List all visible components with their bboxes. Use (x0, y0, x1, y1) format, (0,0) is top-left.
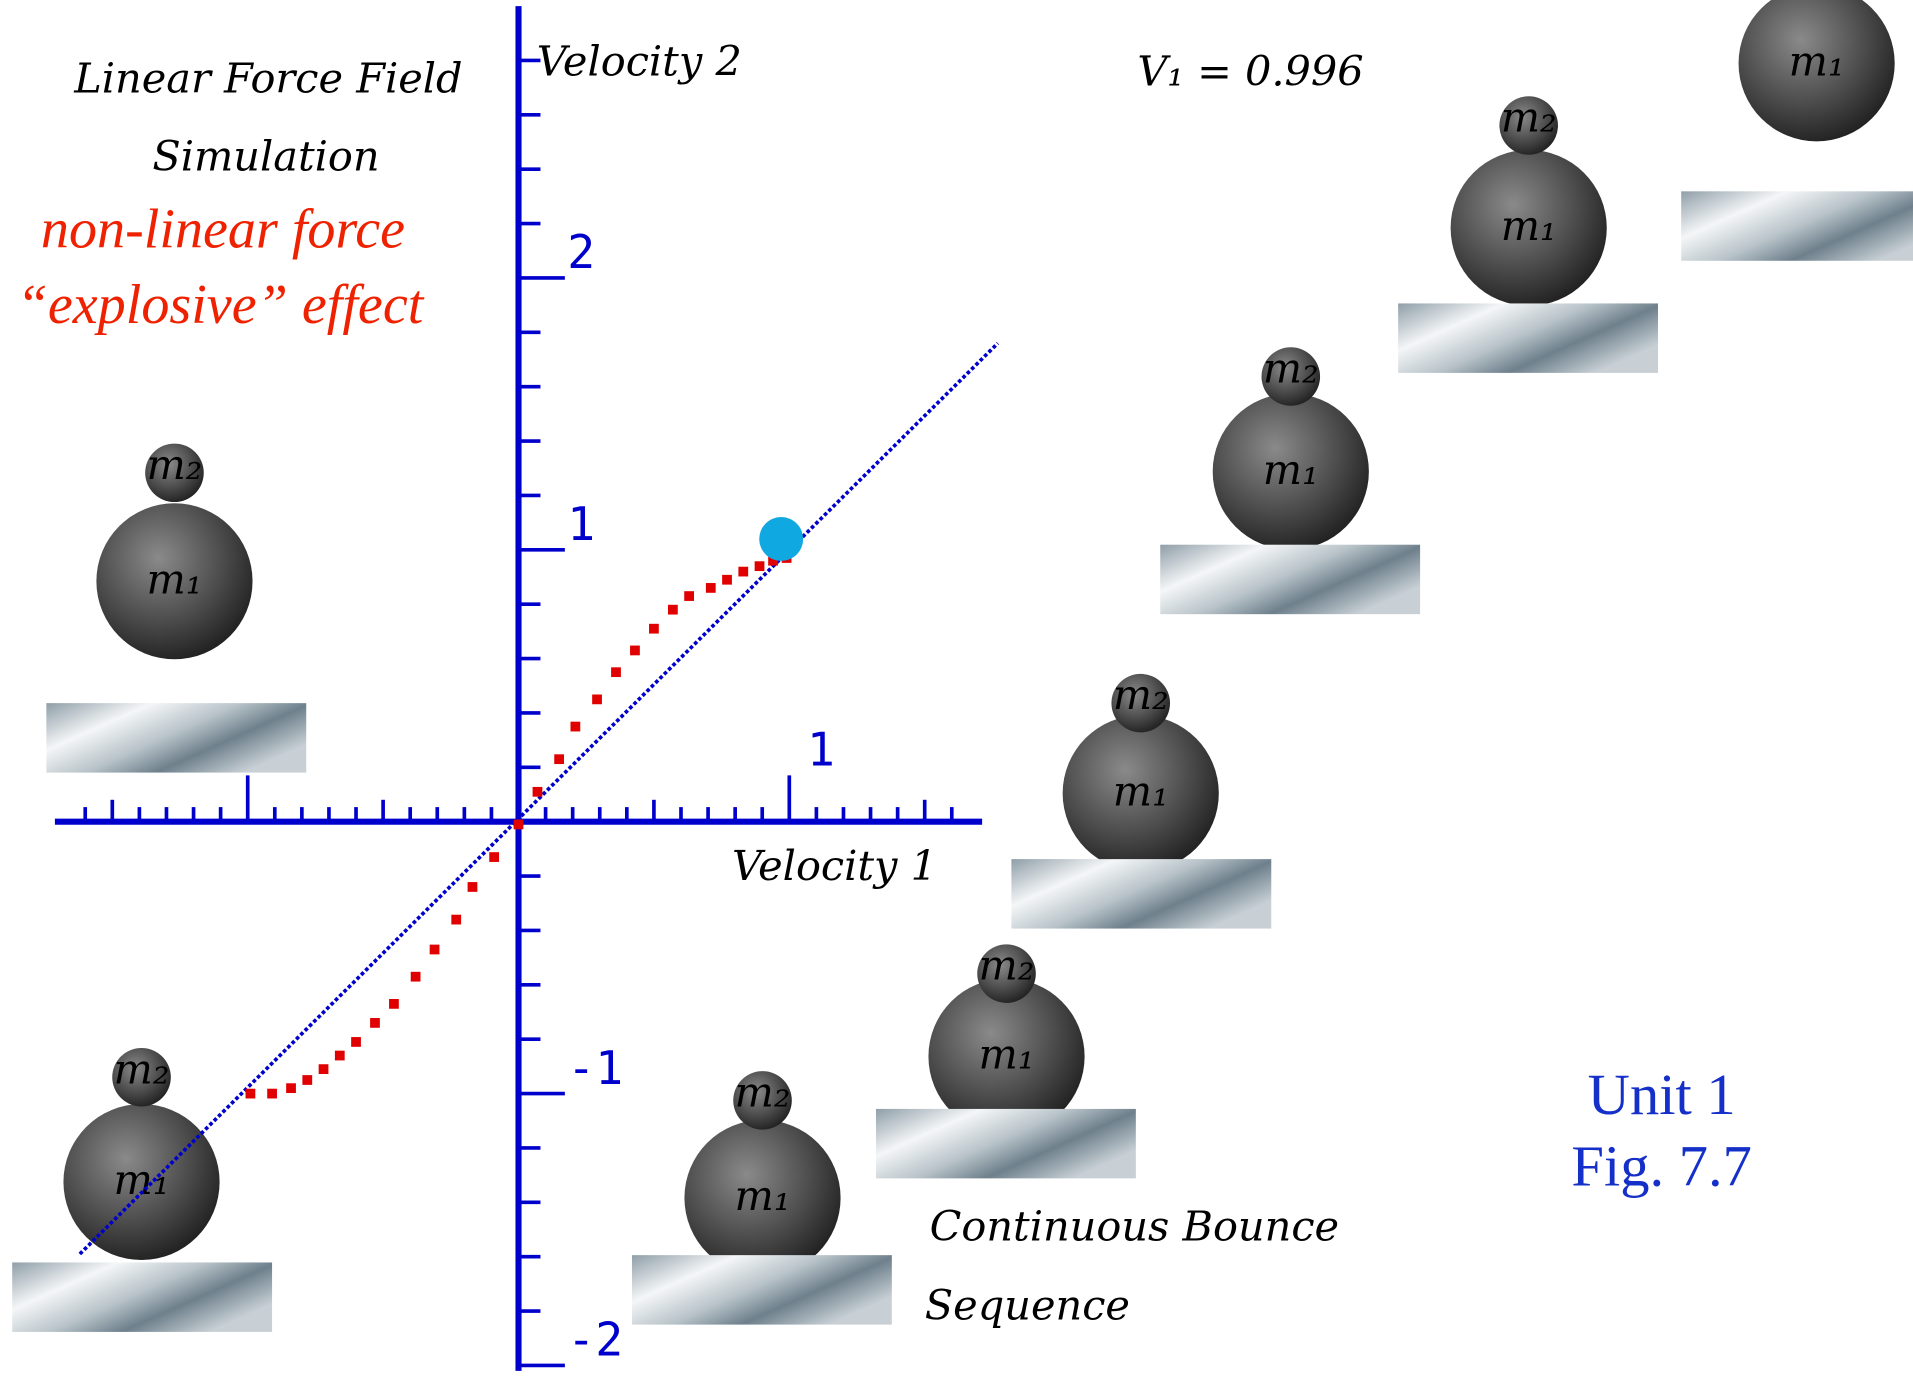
data-point (554, 754, 565, 765)
plate (1681, 191, 1913, 261)
plate (1160, 544, 1421, 615)
data-point (351, 1037, 361, 1047)
mass-2 (1499, 96, 1558, 155)
mass-label: m₂ (114, 1045, 170, 1093)
velocity-readout: V₁ = 0.996 (1137, 47, 1363, 95)
data-point (489, 852, 500, 862)
data-point (451, 914, 462, 925)
data-point (738, 566, 749, 577)
data-point (611, 667, 621, 678)
data-point (389, 999, 399, 1009)
y-tick-label: -1 (567, 1041, 623, 1095)
mass-label: m₁ (979, 1031, 1035, 1079)
mass-label: m₁ (1789, 38, 1845, 86)
mass-1 (1212, 393, 1369, 550)
x-tick-label: 1 (807, 723, 835, 777)
note: non-linear force (41, 198, 405, 260)
data-point (370, 1018, 380, 1028)
mass-1 (1450, 149, 1607, 306)
mass-label: m₁ (1113, 768, 1169, 816)
mass-label: m₁ (735, 1172, 791, 1220)
data-point (667, 604, 678, 615)
plate (46, 703, 307, 773)
mass-label: m₂ (735, 1068, 791, 1116)
x-axis-label: Velocity 1 (732, 842, 937, 890)
y-tick-label: 1 (567, 497, 595, 551)
data-point (410, 971, 421, 982)
mass-1 (684, 1119, 841, 1276)
data-point (245, 1088, 256, 1099)
data-point (302, 1075, 313, 1085)
mass-2 (1111, 673, 1171, 733)
mass-1 (1062, 715, 1219, 872)
y-axis-label: Velocity 2 (537, 38, 742, 86)
data-point (334, 1050, 345, 1061)
y-tick-label: -2 (567, 1313, 623, 1367)
mass-2 (733, 1071, 792, 1130)
unit-label: Unit 1 (1588, 1062, 1736, 1127)
data-point (705, 583, 716, 593)
data-point (532, 786, 543, 797)
caption: Continuous Bounce (930, 1203, 1339, 1251)
data-point (649, 623, 659, 634)
mass-label: m₁ (114, 1156, 170, 1204)
plate (1011, 859, 1272, 929)
title: Linear Force Field (73, 55, 462, 103)
figure-label: Fig. 7.7 (1571, 1134, 1752, 1199)
mass-2 (977, 944, 1036, 1003)
data-point (570, 721, 581, 732)
data-point (318, 1064, 329, 1074)
identity-line (78, 341, 1000, 1256)
caption: Sequence (925, 1282, 1130, 1330)
note: “explosive” effect (17, 274, 425, 336)
plate (1398, 303, 1659, 373)
data-point (722, 574, 732, 585)
mass-label: m₁ (1263, 446, 1319, 494)
mass-2 (1261, 347, 1321, 406)
mass-label: m₂ (146, 441, 202, 489)
data-point (267, 1088, 277, 1099)
mass-label: m₁ (1501, 202, 1557, 250)
data-point (467, 882, 478, 892)
mass-2 (112, 1047, 171, 1107)
bounce-props: m₁ m₂ m₁ m₂ m₁ m₂ m₁ m₂ m₁ m₂ m₁ m₂ m₁ m₂ m₁ (12, 0, 1913, 1332)
plate (12, 1262, 273, 1332)
data-point (754, 561, 765, 572)
mass-1 (63, 1104, 220, 1261)
mass-2 (145, 443, 204, 503)
current-state (759, 517, 804, 561)
y-tick-label: 2 (567, 225, 595, 279)
plate (631, 1255, 892, 1325)
mass-label: m₂ (1263, 345, 1319, 393)
mass-label: m₂ (979, 942, 1035, 990)
mass-1 (1738, 0, 1895, 142)
mass-1 (96, 503, 253, 660)
mass-label: m₂ (1113, 671, 1169, 719)
data-point (768, 555, 778, 566)
plot: 1 -2 -1 1 2 (54, 6, 1000, 1371)
mass-1 (928, 978, 1085, 1135)
title: Simulation (152, 133, 379, 181)
data-point (684, 591, 694, 601)
data-point (429, 944, 440, 955)
data-point (286, 1083, 296, 1094)
plate (875, 1108, 1136, 1179)
data-point (592, 694, 602, 705)
data-point (513, 819, 524, 830)
mass-label: m₂ (1501, 94, 1557, 142)
data-point (630, 645, 640, 656)
mass-label: m₁ (146, 555, 202, 603)
